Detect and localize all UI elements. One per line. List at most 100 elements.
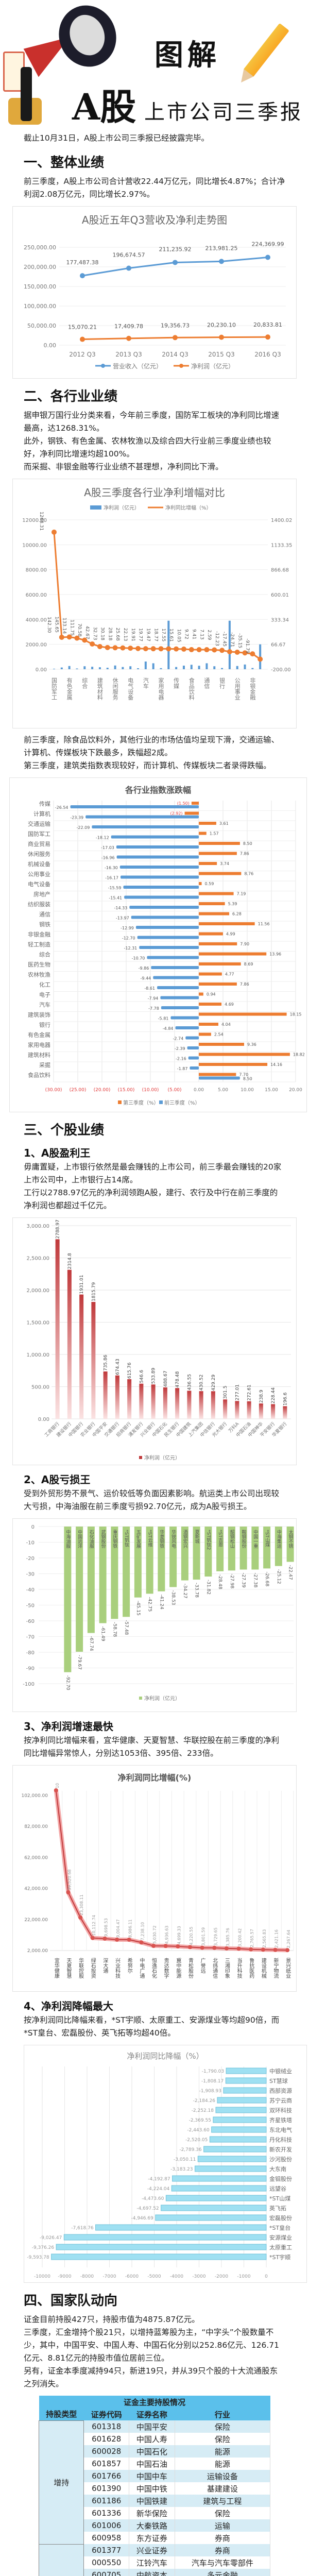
table-cell: 江铃汽车: [129, 2556, 175, 2569]
svg-text:-10: -10: [26, 1540, 35, 1546]
svg-text:-50: -50: [26, 1603, 35, 1609]
svg-text:2,267.64: 2,267.64: [286, 1930, 291, 1948]
svg-text:机械设备: 机械设备: [28, 860, 50, 868]
svg-text:北纬通信: 北纬通信: [212, 1958, 218, 1979]
svg-text:2,565.83: 2,565.83: [262, 1929, 267, 1948]
svg-text:1815.79: 1815.79: [91, 1282, 96, 1301]
svg-text:*ST山煤: *ST山煤: [264, 1530, 270, 1548]
table-cell: 600705: [83, 2569, 129, 2576]
svg-text:-8.61: -8.61: [144, 986, 155, 991]
svg-text:2,000.00: 2,000.00: [26, 1288, 49, 1294]
svg-text:-12.23: -12.23: [214, 631, 219, 646]
svg-text:0: 0: [31, 1524, 35, 1530]
zhengjin-holdings-table: 证金主要持股情况 持股类型 证券代码 证券名称 行业 增持 601318 中国平安 保险 6016…: [38, 2396, 271, 2576]
svg-text:中银绒业: 中银绒业: [269, 2067, 292, 2075]
svg-text:房地产: 房地产: [33, 891, 50, 898]
svg-text:14.16: 14.16: [270, 1062, 282, 1067]
svg-text:3,000.00: 3,000.00: [26, 1224, 49, 1229]
svg-text:*ST山煤: *ST山煤: [269, 2195, 290, 2202]
svg-text:-35.15: -35.15: [237, 633, 242, 648]
svg-text:青松股份: 青松股份: [187, 1957, 193, 1979]
table-cell: 601857: [83, 2458, 129, 2470]
table-cell: 601390: [83, 2482, 129, 2495]
svg-text:200,000.00: 200,000.00: [24, 264, 56, 270]
combo-chart: 净利润（亿元） 净利同比增幅（%） 0.00 -200.00 2000.00 66.67 4…: [22, 504, 292, 701]
table-cell: 601318: [83, 2420, 129, 2433]
table-cell: 中国中铁: [129, 2482, 175, 2495]
svg-text:10.05: 10.05: [176, 629, 181, 642]
section3-heading: 三、个股业绩: [24, 1123, 105, 1138]
hero-banner: 图解 A股 上市公司三季报: [0, 0, 309, 129]
table-row: 600705 中航资本 多元金融: [39, 2569, 271, 2576]
svg-text:鞍钢股份: 鞍钢股份: [241, 1529, 247, 1549]
svg-text:70.58: 70.58: [77, 623, 82, 637]
svg-text:3.74: 3.74: [220, 861, 229, 866]
svg-text:133.14: 133.14: [61, 618, 66, 634]
svg-text:277.01: 277.01: [235, 1384, 240, 1401]
svg-text:2,500.00: 2,500.00: [26, 1256, 49, 1262]
svg-text:145.65: 145.65: [54, 616, 59, 633]
svg-text:7.90: 7.90: [240, 942, 249, 946]
sub1-text1: 毋庸置疑，上市银行依然是最会赚钱的上市公司，前三季最会赚钱的20家上市公司中，上…: [24, 1162, 282, 1184]
column-header: 持股类型: [39, 2408, 84, 2420]
svg-text:0.00: 0.00: [38, 1417, 49, 1422]
svg-text:非银金融: 非银金融: [249, 677, 256, 701]
svg-text:9.41: 9.41: [191, 629, 196, 639]
svg-text:(30.00): (30.00): [45, 1088, 62, 1093]
svg-text:通信: 通信: [203, 677, 210, 689]
table-cell: 运输: [175, 2519, 271, 2532]
table-cell: 汽车与汽车零部件: [175, 2556, 271, 2569]
table-cell: 601006: [83, 2519, 129, 2532]
svg-text:电子: 电子: [39, 992, 50, 998]
svg-text:绿石投资: 绿石投资: [90, 1957, 96, 1979]
svg-text:10.00: 10.00: [241, 1088, 254, 1093]
svg-text:沙河股份: 沙河股份: [269, 2156, 292, 2163]
section2-text2: 此外，钢铁、有色金属、农林牧渔以及综合四大行业前三季度业绩也较好，净利同比增速均…: [24, 436, 271, 459]
svg-text:-7,618.76: -7,618.76: [71, 2226, 94, 2231]
svg-text:4.69: 4.69: [225, 1002, 234, 1007]
sub4-heading: 4、净利润降幅最大: [24, 2000, 113, 2012]
svg-text:105,336.42: 105,336.42: [55, 1783, 60, 1788]
hero-title-big: A股: [72, 86, 136, 128]
svg-text:建设机械: 建设机械: [260, 1957, 266, 1979]
svg-text:301.5: 301.5: [223, 1386, 228, 1399]
table-row: 新进601377兴业证券券商: [38, 2544, 271, 2576]
table-row: 增持 601318 中国平安 保险: [38, 2420, 271, 2545]
svg-text:大东南: 大东南: [269, 2165, 286, 2173]
svg-text:国防军工: 国防军工: [51, 677, 58, 700]
section2-text3: 而采掘、非银金融等行业业绩不甚理想，净利同比下滑。: [24, 462, 224, 471]
svg-text:-17.45: -17.45: [222, 632, 227, 647]
svg-text:-4,192.87: -4,192.87: [148, 2177, 170, 2182]
svg-text:-4000: -4000: [170, 2274, 183, 2279]
table-cell: 大秦铁路: [129, 2519, 175, 2532]
svg-text:医药生物: 医药生物: [28, 961, 50, 968]
svg-text:银行: 银行: [219, 677, 226, 689]
svg-text:-12.31: -12.31: [124, 946, 137, 951]
svg-text:-100: -100: [23, 1682, 35, 1687]
svg-text:17.55: 17.55: [161, 629, 166, 642]
svg-text:4,220.55: 4,220.55: [189, 1927, 194, 1945]
svg-text:4,936.63: 4,936.63: [165, 1926, 169, 1944]
table-row: 600028 中国石化 能源: [39, 2445, 271, 2458]
svg-text:华菱钢铁: 华菱钢铁: [159, 1529, 164, 1549]
table-row: 600958 东方证券 券商: [39, 2532, 271, 2544]
svg-text:*ST皇台: *ST皇台: [269, 2224, 290, 2231]
svg-text:-60: -60: [26, 1619, 35, 1624]
table-cell: 运输设备: [175, 2470, 271, 2482]
svg-text:冀中能源: 冀中能源: [175, 1957, 181, 1979]
svg-text:8,986.11: 8,986.11: [128, 1919, 133, 1938]
hbar-chart: -10000 -9000 -8000 -7000 -6000 -5000 -4000 -300…: [27, 2066, 292, 2279]
svg-text:224,369.99: 224,369.99: [252, 241, 284, 247]
svg-text:2,765.57: 2,765.57: [250, 1929, 254, 1947]
svg-text:-41.24: -41.24: [159, 1595, 164, 1609]
svg-text:1400.02: 1400.02: [271, 518, 292, 523]
table-cell: 601766: [83, 2470, 129, 2482]
svg-text:中电广通: 中电广通: [139, 1957, 145, 1978]
svg-text:-15.41: -15.41: [109, 896, 122, 901]
table-row: 601766 中国中车 运输设备: [39, 2470, 271, 2482]
svg-text:-16.30: -16.30: [105, 866, 118, 870]
svg-text:-67.74: -67.74: [89, 1636, 94, 1651]
svg-text:建筑装饰: 建筑装饰: [28, 1011, 50, 1019]
svg-text:5.00: 5.00: [218, 1088, 228, 1093]
